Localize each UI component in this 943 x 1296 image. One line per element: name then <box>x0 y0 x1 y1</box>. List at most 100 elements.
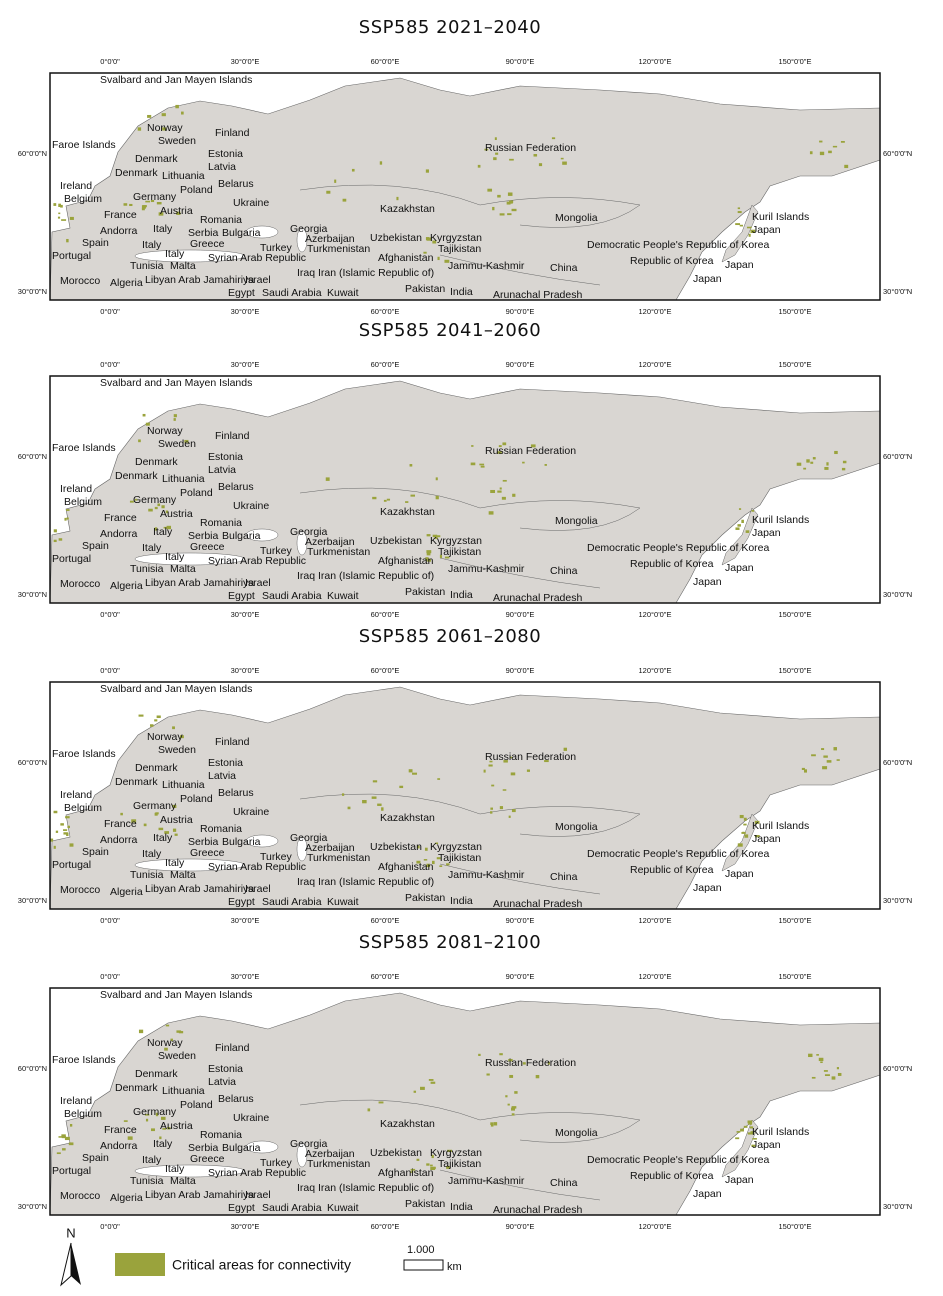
place-label: Denmark <box>135 762 178 774</box>
place-label: Syrian Arab Republic <box>208 861 306 873</box>
longitude-label: 150°0'0"E <box>779 610 812 619</box>
critical-area <box>471 445 474 447</box>
critical-area <box>493 157 497 161</box>
critical-area <box>58 212 61 215</box>
longitude-label: 90°0'0"E <box>506 57 535 66</box>
critical-area <box>514 1091 518 1094</box>
place-label: Georgia <box>290 1138 328 1150</box>
longitude-label: 30°0'0"E <box>231 666 260 675</box>
place-label: Poland <box>180 184 213 196</box>
critical-area <box>173 414 177 418</box>
place-label: Sweden <box>158 438 196 450</box>
place-label: Morocco <box>60 1190 100 1202</box>
critical-area <box>64 1136 70 1141</box>
place-label: Sweden <box>158 744 196 756</box>
place-label: Saudi Arabia <box>262 896 322 908</box>
critical-area <box>60 823 64 826</box>
map-frame <box>49 681 881 910</box>
place-label: Saudi Arabia <box>262 287 322 299</box>
critical-area <box>501 496 506 500</box>
critical-area <box>494 137 497 141</box>
critical-area <box>499 1053 503 1056</box>
place-label: Uzbekistan <box>370 535 422 547</box>
place-label: Italy <box>153 1138 173 1150</box>
place-label: India <box>450 286 473 298</box>
place-label: Afghanistan <box>378 252 434 264</box>
critical-area <box>499 213 505 216</box>
critical-area <box>53 845 56 849</box>
critical-area <box>160 1116 166 1120</box>
place-label: Andorra <box>100 528 138 540</box>
critical-area <box>341 793 345 796</box>
longitude-label: 120°0'0"E <box>639 360 672 369</box>
critical-area <box>425 557 429 561</box>
longitude-label: 120°0'0"E <box>639 57 672 66</box>
scale-unit: km <box>447 1261 462 1273</box>
critical-area <box>141 207 145 211</box>
critical-area <box>447 1149 453 1152</box>
place-label: Iran (Islamic Republic of) <box>318 876 434 888</box>
place-label: Turkmenistan <box>307 243 370 255</box>
critical-area <box>63 832 68 835</box>
critical-area <box>145 422 150 426</box>
place-label: Israel <box>245 1189 271 1201</box>
critical-area <box>416 860 421 864</box>
place-label: Ireland <box>60 180 92 192</box>
latitude-label: 60°0'0"N <box>883 149 912 158</box>
latitude-label: 60°0'0"N <box>883 452 912 461</box>
place-label: Democratic People's Republic of Korea <box>587 848 770 860</box>
place-label: Syrian Arab Republic <box>208 555 306 567</box>
critical-area <box>65 816 70 819</box>
critical-area <box>739 814 744 819</box>
critical-area <box>752 1138 757 1140</box>
critical-area <box>511 809 516 813</box>
critical-area <box>362 800 367 804</box>
place-label: Japan <box>752 1139 781 1151</box>
place-label: Austria <box>160 508 193 520</box>
critical-area <box>145 1118 149 1122</box>
critical-area <box>823 1070 828 1072</box>
black-sea <box>245 1140 279 1154</box>
north-label: N <box>66 1225 75 1240</box>
critical-area <box>505 1095 508 1098</box>
critical-area <box>812 457 816 460</box>
critical-area <box>506 201 511 205</box>
critical-area <box>426 1163 430 1166</box>
place-label: China <box>550 262 578 274</box>
place-label: Libyan Arab Jamahiriya <box>145 274 254 286</box>
critical-area <box>737 211 742 214</box>
critical-area <box>826 462 829 466</box>
critical-area <box>367 1108 371 1112</box>
critical-area <box>491 784 495 787</box>
critical-area <box>161 505 165 509</box>
place-label: Algeria <box>110 277 143 289</box>
place-label: Portugal <box>52 250 91 262</box>
place-label: Spain <box>82 237 109 249</box>
longitude-label: 30°0'0"E <box>231 972 260 981</box>
critical-area <box>416 1158 420 1161</box>
place-label: Turkmenistan <box>307 546 370 558</box>
critical-area <box>811 754 816 757</box>
critical-area <box>167 1127 171 1130</box>
critical-area <box>544 464 547 466</box>
map-panel: SSP585 2081–2100 0°0'0" 0°0'0" 30°0'0"E 30°0… <box>18 932 912 1231</box>
borders <box>299 184 641 286</box>
longitude-label: 0°0'0" <box>100 972 120 981</box>
critical-area <box>158 827 164 831</box>
place-label: Andorra <box>100 1140 138 1152</box>
place-label: Kazakhstan <box>380 203 435 215</box>
critical-area <box>743 1125 748 1128</box>
place-label: Japan <box>693 1188 722 1200</box>
critical-area <box>439 554 443 559</box>
critical-area <box>824 1074 830 1077</box>
longitude-label: 150°0'0"E <box>779 57 812 66</box>
critical-area <box>142 413 146 417</box>
critical-area <box>428 1079 434 1081</box>
place-label: Russian Federation <box>485 1057 576 1069</box>
critical-area <box>396 196 399 201</box>
place-label: Kyrgyzstan <box>430 232 482 244</box>
critical-area <box>420 1086 425 1090</box>
critical-area <box>379 161 383 165</box>
place-label: Denmark <box>135 153 178 165</box>
place-label: Iran (Islamic Republic of) <box>318 1182 434 1194</box>
